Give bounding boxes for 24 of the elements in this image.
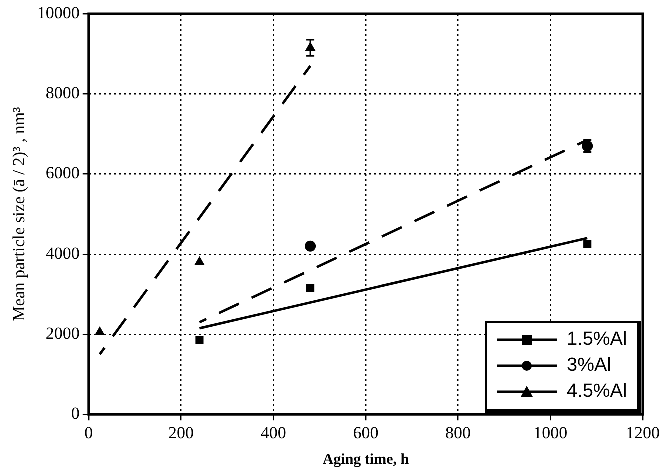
y-axis-title: Mean particle size (ā / 2)³ , nm³	[10, 107, 29, 322]
x-axis-title: Aging time, h	[322, 452, 410, 468]
point	[196, 336, 204, 345]
legend-label: 4.5%Al	[567, 380, 628, 403]
y-tick-label: 0	[71, 404, 80, 424]
x-tick-label: 1000	[534, 423, 568, 442]
x-tick-label: 0	[84, 423, 94, 442]
point	[306, 284, 315, 292]
y-tick-label: 8000	[46, 84, 80, 103]
x-tick-label: 800	[446, 423, 472, 442]
legend-label: 1.5%Al	[567, 328, 628, 351]
point	[305, 240, 316, 252]
point	[194, 256, 205, 266]
point	[584, 240, 592, 248]
x-tick-label: 400	[260, 423, 286, 442]
legend-label: 3%Al	[567, 354, 612, 377]
x-tick-label: 1200	[626, 423, 660, 442]
y-tick-label: 6000	[46, 164, 80, 183]
point	[95, 326, 105, 336]
y-tick-label: 10000	[37, 3, 80, 22]
y-tick-label: 2000	[46, 324, 80, 343]
y-tick-label: 4000	[46, 244, 80, 263]
x-tick-label: 200	[168, 423, 194, 442]
x-tick-label: 600	[353, 423, 379, 442]
